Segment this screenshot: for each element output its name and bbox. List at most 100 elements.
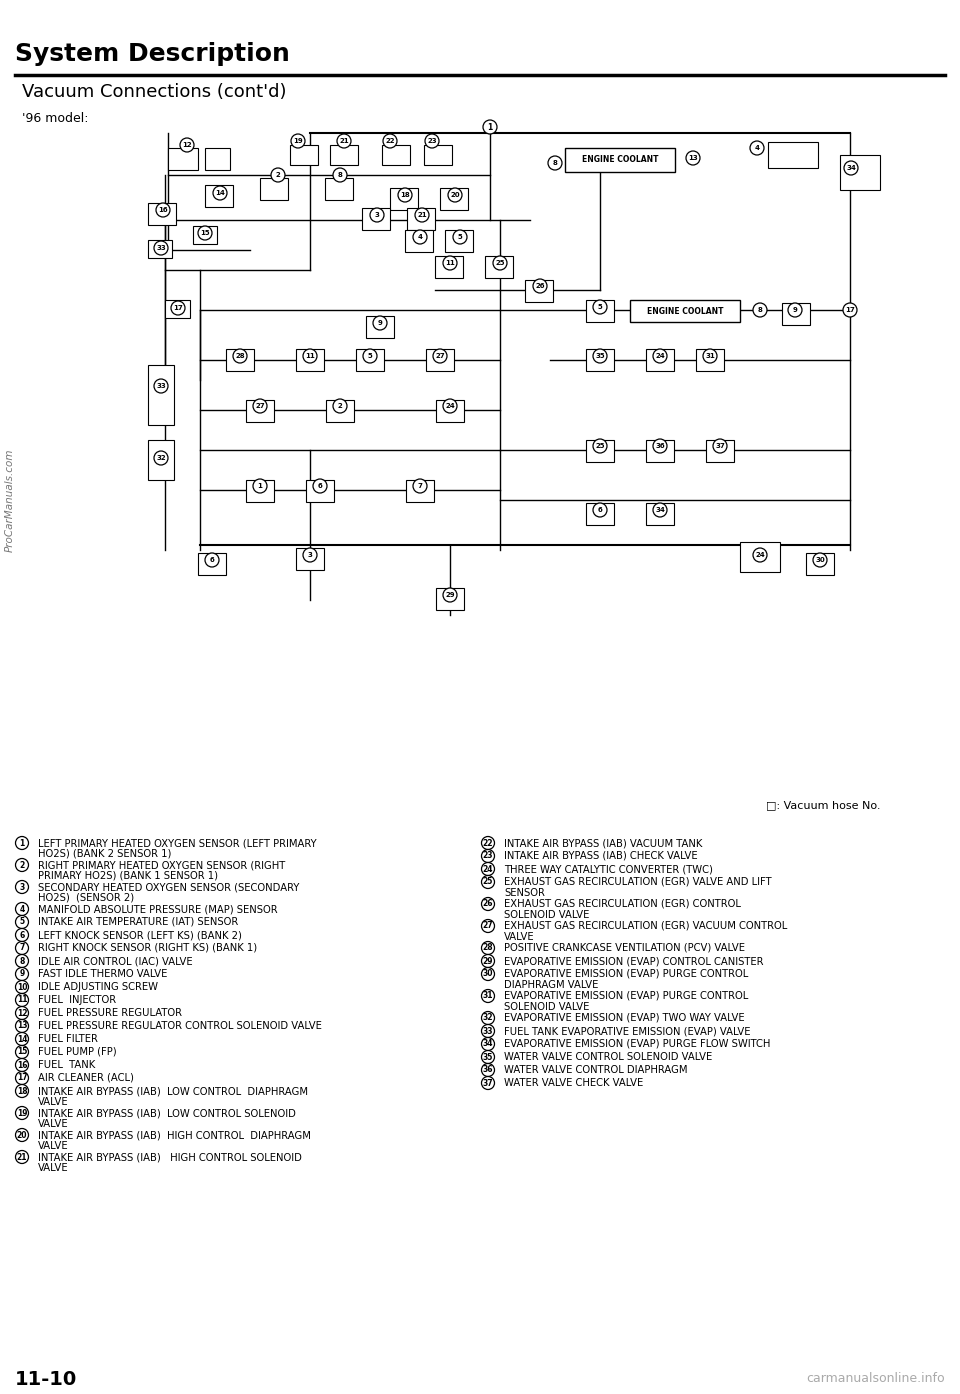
Circle shape — [750, 141, 764, 155]
Text: 16: 16 — [158, 206, 168, 213]
Circle shape — [843, 302, 857, 316]
Bar — [485, 256, 513, 277]
Text: System Description: System Description — [15, 42, 290, 66]
Text: 28: 28 — [483, 944, 493, 952]
Circle shape — [313, 480, 327, 493]
Text: 25: 25 — [483, 877, 493, 887]
Circle shape — [788, 302, 802, 316]
Circle shape — [383, 134, 397, 148]
Bar — [436, 400, 464, 422]
Text: 15: 15 — [17, 1047, 27, 1057]
Text: 24: 24 — [756, 552, 765, 558]
Circle shape — [15, 994, 29, 1006]
Text: 13: 13 — [16, 1022, 27, 1030]
Circle shape — [482, 1051, 494, 1064]
Text: FUEL PRESSURE REGULATOR CONTROL SOLENOID VALVE: FUEL PRESSURE REGULATOR CONTROL SOLENOID… — [38, 1020, 322, 1032]
Text: VALVE: VALVE — [504, 933, 535, 942]
Text: EXHAUST GAS RECIRCULATION (EGR) VALVE AND LIFT: EXHAUST GAS RECIRCULATION (EGR) VALVE AN… — [504, 877, 772, 887]
Circle shape — [15, 916, 29, 928]
Text: VALVE: VALVE — [38, 1119, 68, 1129]
Bar — [426, 348, 454, 371]
Text: 14: 14 — [16, 1034, 27, 1044]
Text: SOLENOID VALVE: SOLENOID VALVE — [504, 910, 589, 920]
Text: RIGHT KNOCK SENSOR (RIGHT KS) (BANK 1): RIGHT KNOCK SENSOR (RIGHT KS) (BANK 1) — [38, 942, 257, 953]
Bar — [290, 145, 318, 164]
Bar — [382, 145, 410, 164]
Text: 1: 1 — [257, 482, 262, 489]
Text: 35: 35 — [483, 1052, 493, 1061]
Text: □: Vacuum hose No.: □: Vacuum hose No. — [765, 800, 880, 810]
Text: 37: 37 — [483, 1079, 493, 1087]
Text: 4: 4 — [755, 145, 759, 151]
Text: 28: 28 — [235, 353, 245, 360]
Bar — [646, 348, 674, 371]
Text: INTAKE AIR BYPASS (IAB)   HIGH CONTROL SOLENOID: INTAKE AIR BYPASS (IAB) HIGH CONTROL SOL… — [38, 1151, 301, 1163]
Bar — [445, 230, 473, 252]
Text: 22: 22 — [483, 839, 493, 848]
Circle shape — [171, 301, 185, 315]
Text: 15: 15 — [201, 230, 210, 236]
Circle shape — [415, 208, 429, 222]
Text: 9: 9 — [793, 307, 798, 314]
Text: PRIMARY HO2S) (BANK 1 SENSOR 1): PRIMARY HO2S) (BANK 1 SENSOR 1) — [38, 871, 218, 881]
Text: EVAPORATIVE EMISSION (EVAP) CONTROL CANISTER: EVAPORATIVE EMISSION (EVAP) CONTROL CANI… — [504, 956, 763, 966]
Text: VALVE: VALVE — [38, 1097, 68, 1107]
Bar — [646, 503, 674, 526]
Text: 19: 19 — [16, 1108, 27, 1118]
Text: 9: 9 — [19, 969, 25, 979]
Circle shape — [15, 1033, 29, 1046]
Bar — [630, 300, 740, 322]
Circle shape — [154, 379, 168, 393]
Text: 17: 17 — [845, 307, 854, 314]
Text: FUEL TANK EVAPORATIVE EMISSION (EVAP) VALVE: FUEL TANK EVAPORATIVE EMISSION (EVAP) VA… — [504, 1026, 751, 1036]
Bar — [296, 548, 324, 570]
Circle shape — [15, 1019, 29, 1033]
Text: SOLENOID VALVE: SOLENOID VALVE — [504, 1002, 589, 1012]
Bar — [148, 441, 174, 480]
Text: 16: 16 — [16, 1061, 27, 1069]
Text: EXHAUST GAS RECIRCULATION (EGR) VACUUM CONTROL: EXHAUST GAS RECIRCULATION (EGR) VACUUM C… — [504, 921, 787, 931]
Circle shape — [443, 588, 457, 602]
Circle shape — [15, 859, 29, 871]
Text: 1: 1 — [19, 839, 25, 848]
Text: FAST IDLE THERMO VALVE: FAST IDLE THERMO VALVE — [38, 969, 167, 979]
Circle shape — [156, 204, 170, 217]
Circle shape — [482, 955, 494, 967]
Text: 1: 1 — [488, 123, 492, 131]
Text: FUEL PUMP (FP): FUEL PUMP (FP) — [38, 1047, 116, 1057]
Text: 36: 36 — [655, 443, 665, 449]
Circle shape — [425, 134, 439, 148]
Text: 2: 2 — [338, 403, 343, 408]
Text: 36: 36 — [483, 1065, 493, 1075]
Text: 8: 8 — [338, 171, 343, 178]
Circle shape — [213, 185, 227, 199]
Circle shape — [253, 480, 267, 493]
Text: 24: 24 — [655, 353, 665, 360]
Text: 2: 2 — [19, 860, 25, 870]
Bar — [356, 348, 384, 371]
Circle shape — [15, 902, 29, 916]
Circle shape — [15, 1150, 29, 1164]
Circle shape — [15, 1085, 29, 1097]
Text: FUEL  TANK: FUEL TANK — [38, 1059, 95, 1071]
Text: 9: 9 — [377, 321, 382, 326]
Text: THREE WAY CATALYTIC CONVERTER (TWC): THREE WAY CATALYTIC CONVERTER (TWC) — [504, 864, 713, 874]
Text: 6: 6 — [209, 558, 214, 563]
Bar — [226, 348, 254, 371]
Bar — [586, 441, 614, 461]
Circle shape — [154, 241, 168, 255]
Text: 5: 5 — [368, 353, 372, 360]
Text: 18: 18 — [400, 192, 410, 198]
Circle shape — [15, 881, 29, 894]
Bar — [165, 300, 190, 318]
Text: DIAPHRAGM VALVE: DIAPHRAGM VALVE — [504, 980, 598, 990]
Circle shape — [453, 230, 467, 244]
Text: HO2S)  (SENSOR 2): HO2S) (SENSOR 2) — [38, 894, 134, 903]
Bar — [246, 480, 274, 502]
Text: 26: 26 — [483, 899, 493, 909]
Circle shape — [398, 188, 412, 202]
Circle shape — [15, 1129, 29, 1142]
Circle shape — [813, 553, 827, 567]
Circle shape — [653, 348, 667, 362]
Bar — [782, 302, 810, 325]
